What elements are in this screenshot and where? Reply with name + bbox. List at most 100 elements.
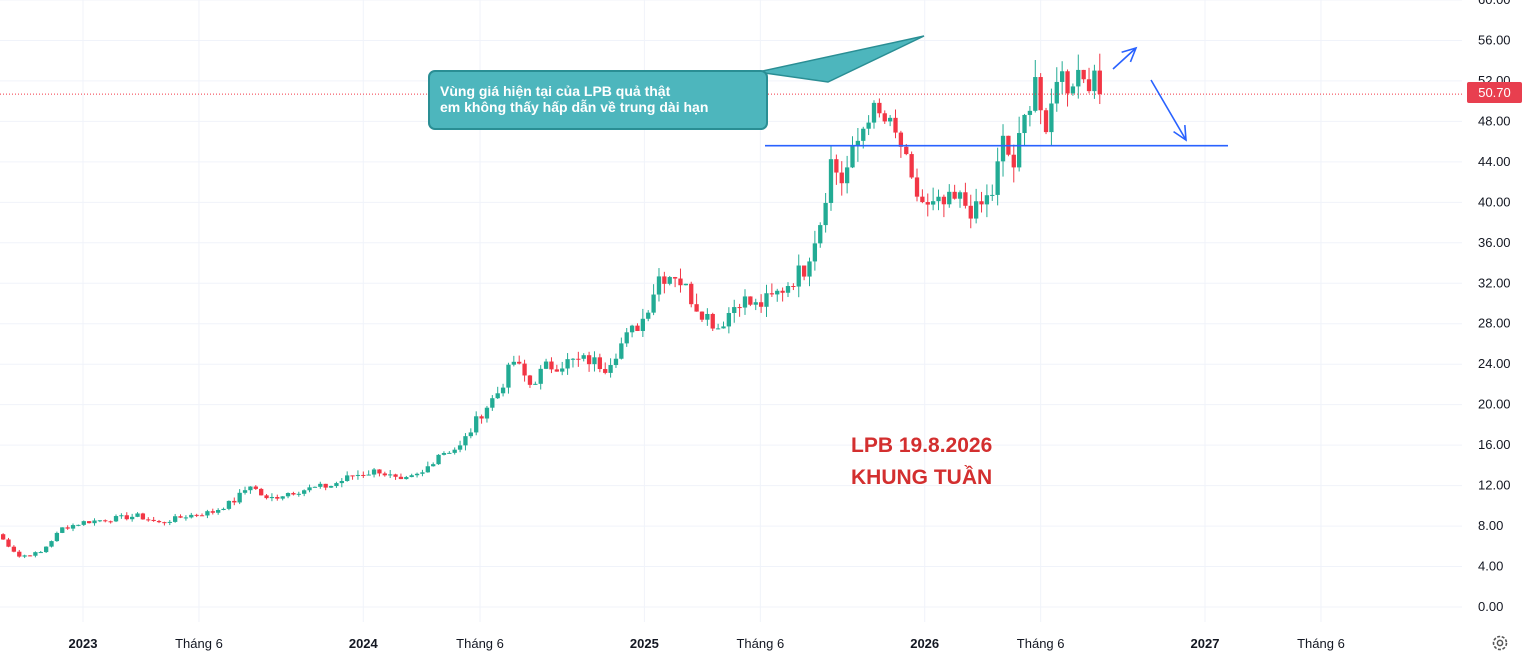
candle-body [597,357,602,370]
candle-body [952,191,957,199]
candle-body [119,515,124,517]
candle-body [973,201,979,219]
annotation-callout[interactable]: Vùng giá hiện tại của LPB quả thật em kh… [428,70,768,130]
candle-body [699,311,705,320]
candle-body [17,551,22,557]
candle-body [409,475,414,478]
candle-body [866,122,871,129]
candle-body [350,475,355,477]
candle-body [140,513,146,520]
candle-body [511,361,516,365]
candle-body [216,510,221,513]
x-tick-label: Tháng 6 [456,636,504,651]
candle-body [1043,110,1049,133]
candle-body [92,520,97,524]
candle-body [1011,154,1016,168]
down-arrow[interactable] [1150,79,1187,142]
candle-body [339,481,344,484]
time-axis[interactable]: 2023 Tháng 6 2024 Tháng 6 2025 Tháng 6 2026 Thá… [69,636,1345,651]
candle-body [425,466,430,473]
candle-body [689,283,694,305]
candle-body [646,312,651,319]
candle-body [318,483,323,487]
candle-body [1086,79,1092,92]
candle-body [398,476,404,480]
candle-body [285,493,291,497]
candle-body [909,154,914,178]
candle-body [656,276,662,295]
candle-body [947,191,952,205]
candle-body [565,359,570,369]
candle-body [323,483,328,488]
candle-body [715,328,721,330]
candle-body [54,532,60,542]
up-arrow[interactable] [1112,46,1138,70]
candle-body [807,261,812,277]
candle-body [414,473,420,476]
y-tick-label: 32.00 [1478,275,1511,290]
candle-body [748,296,753,305]
candle-body [167,521,172,523]
candle-body [103,520,108,522]
candle-body [38,552,43,554]
candle-body [259,488,264,496]
price-axis[interactable]: 0.00 4.00 8.00 12.00 16.00 20.00 24.00 28.00 32.… [1478,0,1511,614]
candle-body [936,196,941,202]
candle-body [484,407,490,419]
candle-body [592,357,597,365]
candle-body [678,278,683,286]
candle-body [554,369,559,372]
candle-body [307,487,312,491]
candle-body [264,495,269,499]
candle-body [124,515,129,520]
x-tick-label: 2023 [69,636,98,651]
candle-body [979,201,984,205]
candle-body [280,496,285,499]
candle-body [834,159,839,173]
candle-body [506,364,511,388]
candle-body [855,140,861,146]
candle-body [925,202,930,205]
candle-body [635,325,640,331]
callout-pointer[interactable] [757,35,925,83]
candle-body [871,102,877,123]
candle-body [732,307,737,313]
candle-body [586,355,592,365]
candle-body [1065,71,1070,94]
candle-body [479,416,484,419]
candle-body [81,521,86,525]
candle-body [1049,103,1054,133]
x-tick-label: 2024 [349,636,379,651]
candle-body [608,365,613,373]
y-tick-label: 44.00 [1478,154,1511,169]
candle-body [194,514,199,516]
candle-body [22,555,27,557]
candle-body [1054,81,1059,104]
candle-body [823,202,828,226]
candle-body [990,194,995,196]
candle-body [269,496,275,499]
candle-body [27,555,33,557]
candle-body [500,387,506,394]
candle-body [683,283,689,286]
settings-gear-icon[interactable] [1490,633,1510,653]
candle-body [76,524,81,526]
candle-body [844,167,850,184]
candle-body [818,225,823,244]
candle-body [355,474,361,476]
candle-body [533,383,538,385]
drawings[interactable] [0,35,1462,147]
candle-body [156,521,162,523]
candle-body [70,525,76,529]
candle-body [543,361,549,369]
candle-body [603,369,608,373]
y-tick-label: 24.00 [1478,356,1511,371]
annotation-line-2: em không thấy hấp dẫn về trung dài hạn [440,99,709,115]
candle-body [431,464,436,467]
candle-body [6,539,11,547]
candle-body [812,243,818,262]
candle-body [995,161,1000,195]
candle-body [447,452,452,454]
candle-body [898,132,904,147]
candle-body [651,294,656,313]
